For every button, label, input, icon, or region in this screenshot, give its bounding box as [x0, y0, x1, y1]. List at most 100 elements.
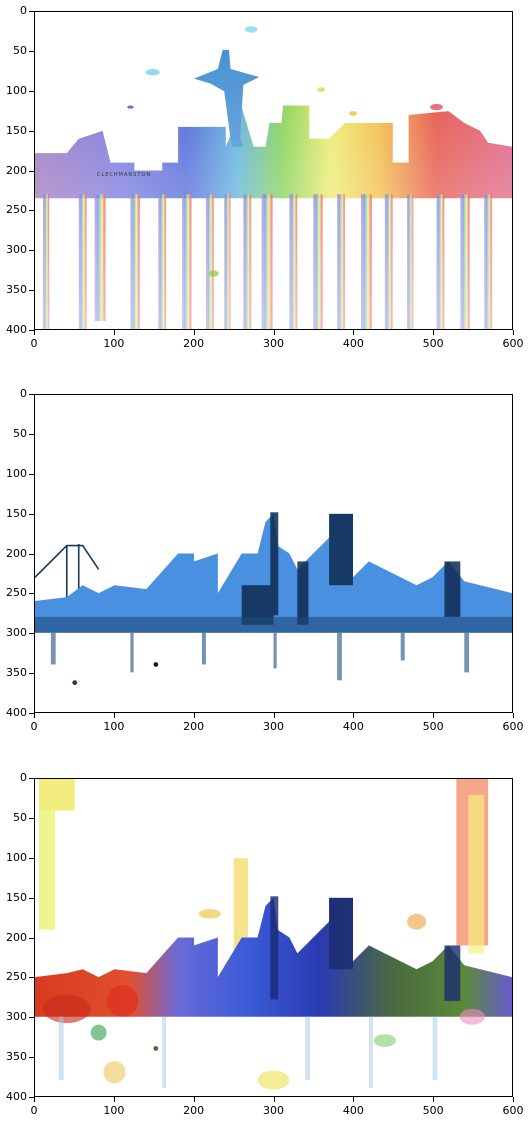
y-tick-mark [29, 1057, 34, 1058]
y-tick-label: 50 [13, 810, 27, 824]
x-tick-mark [353, 1097, 354, 1102]
x-tick-mark [433, 713, 434, 718]
panel-seattle: CLECHMANSTON [0, 0, 529, 360]
y-tick-label: 150 [6, 123, 27, 137]
x-tick-mark [433, 1097, 434, 1102]
plot-area-san-francisco [34, 394, 513, 713]
panel-san-francisco [0, 384, 529, 744]
y-tick-mark [29, 171, 34, 172]
y-tick-mark [29, 1097, 34, 1098]
y-tick-mark [29, 554, 34, 555]
y-tick-label: 350 [6, 666, 27, 680]
y-tick-mark [29, 91, 34, 92]
x-tick-mark [274, 713, 275, 718]
y-tick-label: 50 [13, 426, 27, 440]
x-tick-label: 100 [103, 720, 125, 733]
y-tick-mark [29, 633, 34, 634]
y-tick-mark [29, 434, 34, 435]
y-tick-mark [29, 778, 34, 779]
y-tick-mark [29, 898, 34, 899]
y-tick-mark [29, 131, 34, 132]
x-tick-mark [34, 1097, 35, 1102]
y-tick-label: 50 [13, 43, 27, 57]
x-tick-mark [114, 1097, 115, 1102]
y-tick-mark [29, 11, 34, 12]
y-tick-mark [29, 858, 34, 859]
y-tick-mark [29, 673, 34, 674]
x-tick-mark [353, 330, 354, 335]
y-tick-mark [29, 713, 34, 714]
x-tick-label: 400 [342, 337, 364, 350]
y-tick-label: 100 [6, 466, 27, 480]
x-tick-label: 100 [103, 1104, 125, 1117]
y-tick-mark [29, 51, 34, 52]
x-tick-label: 600 [502, 1104, 524, 1117]
x-tick-label: 0 [30, 337, 38, 350]
y-tick-label: 400 [6, 323, 27, 336]
watermark-text: CLECHMANSTON [97, 172, 152, 178]
x-tick-mark [114, 330, 115, 335]
x-tick-label: 500 [422, 337, 444, 350]
x-tick-mark [194, 713, 195, 718]
seattle-skyline-image [35, 12, 512, 329]
y-tick-mark [29, 938, 34, 939]
x-tick-mark [513, 713, 514, 718]
x-tick-mark [194, 1097, 195, 1102]
y-tick-label: 400 [6, 706, 27, 719]
y-tick-mark [29, 210, 34, 211]
y-tick-label: 150 [6, 890, 27, 904]
x-tick-mark [353, 713, 354, 718]
plot-area-seattle: CLECHMANSTON [34, 11, 513, 330]
y-tick-label: 0 [20, 387, 27, 400]
y-tick-label: 250 [6, 586, 27, 600]
x-tick-mark [194, 330, 195, 335]
x-tick-label: 500 [422, 1104, 444, 1117]
x-tick-mark [114, 713, 115, 718]
y-tick-label: 250 [6, 203, 27, 217]
style-transfer-image [35, 779, 512, 1096]
y-tick-label: 100 [6, 83, 27, 97]
x-tick-mark [34, 330, 35, 335]
y-tick-label: 350 [6, 1050, 27, 1064]
y-tick-mark [29, 593, 34, 594]
x-tick-label: 600 [502, 337, 524, 350]
x-tick-label: 300 [263, 720, 284, 733]
x-tick-label: 400 [342, 720, 364, 733]
y-tick-mark [29, 290, 34, 291]
x-tick-label: 200 [183, 337, 205, 350]
x-tick-mark [274, 1097, 275, 1102]
y-tick-mark [29, 514, 34, 515]
plot-area-style-transfer [34, 778, 513, 1097]
y-tick-label: 0 [20, 771, 27, 784]
y-tick-mark [29, 818, 34, 819]
y-tick-label: 200 [6, 546, 27, 560]
y-tick-label: 300 [6, 1010, 27, 1024]
x-tick-label: 200 [183, 1104, 205, 1117]
y-tick-mark [29, 1017, 34, 1018]
x-tick-mark [433, 330, 434, 335]
y-tick-label: 350 [6, 283, 27, 297]
y-tick-mark [29, 474, 34, 475]
y-tick-mark [29, 394, 34, 395]
x-tick-mark [274, 330, 275, 335]
x-tick-label: 300 [263, 337, 284, 350]
y-tick-label: 400 [6, 1090, 27, 1103]
y-tick-label: 300 [6, 626, 27, 640]
y-tick-mark [29, 330, 34, 331]
y-tick-label: 0 [20, 4, 27, 17]
san-francisco-skyline-image [35, 395, 512, 712]
y-tick-label: 200 [6, 163, 27, 177]
y-tick-label: 300 [6, 243, 27, 257]
y-tick-mark [29, 250, 34, 251]
y-tick-mark [29, 977, 34, 978]
x-tick-label: 200 [183, 720, 205, 733]
y-tick-label: 100 [6, 850, 27, 864]
panel-style-transfer [0, 768, 529, 1128]
x-tick-mark [34, 713, 35, 718]
y-tick-label: 250 [6, 970, 27, 984]
x-tick-mark [513, 330, 514, 335]
x-tick-label: 500 [422, 720, 444, 733]
x-tick-mark [513, 1097, 514, 1102]
x-tick-label: 0 [30, 1104, 38, 1117]
y-tick-label: 200 [6, 930, 27, 944]
